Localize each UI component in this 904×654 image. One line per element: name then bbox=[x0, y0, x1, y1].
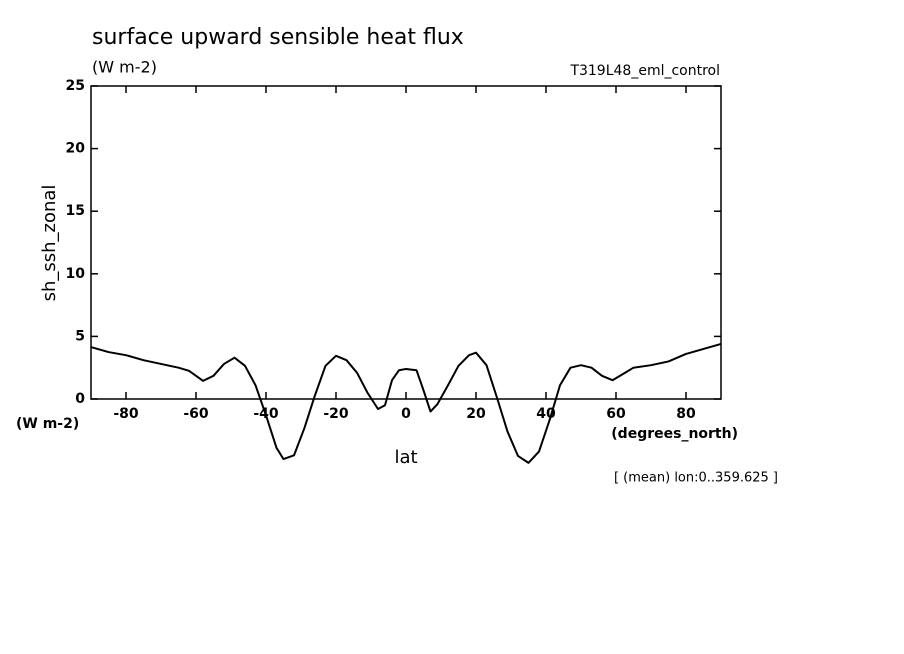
x-unit: (degrees_north) bbox=[611, 426, 738, 442]
x-tick-label: 60 bbox=[606, 406, 626, 422]
x-axis-label: lat bbox=[394, 447, 417, 468]
note: [ (mean) lon:0..359.625 ] bbox=[614, 471, 778, 486]
x-tick-label: -60 bbox=[183, 406, 209, 422]
y-tick-label: 0 bbox=[75, 391, 85, 407]
x-tick-label: 20 bbox=[466, 406, 486, 422]
y-tick-label: 25 bbox=[66, 78, 85, 94]
run-label: T319L48_eml_control bbox=[569, 63, 720, 79]
x-tick-label: -80 bbox=[113, 406, 139, 422]
chart-title: surface upward sensible heat flux bbox=[92, 25, 464, 50]
y-unit: (W m-2) bbox=[16, 416, 79, 432]
y-tick-label: 20 bbox=[66, 141, 86, 157]
x-tick-label: 0 bbox=[401, 406, 411, 422]
subtitle: (W m-2) bbox=[92, 58, 157, 77]
x-tick-label: 80 bbox=[676, 406, 696, 422]
y-tick-label: 15 bbox=[66, 203, 85, 219]
y-axis-label: sh_ssh_zonal bbox=[39, 185, 60, 302]
y-tick-label: 10 bbox=[66, 266, 86, 282]
y-tick-label: 5 bbox=[75, 328, 85, 344]
data-line bbox=[90, 342, 722, 464]
x-tick-label: -20 bbox=[323, 406, 349, 422]
